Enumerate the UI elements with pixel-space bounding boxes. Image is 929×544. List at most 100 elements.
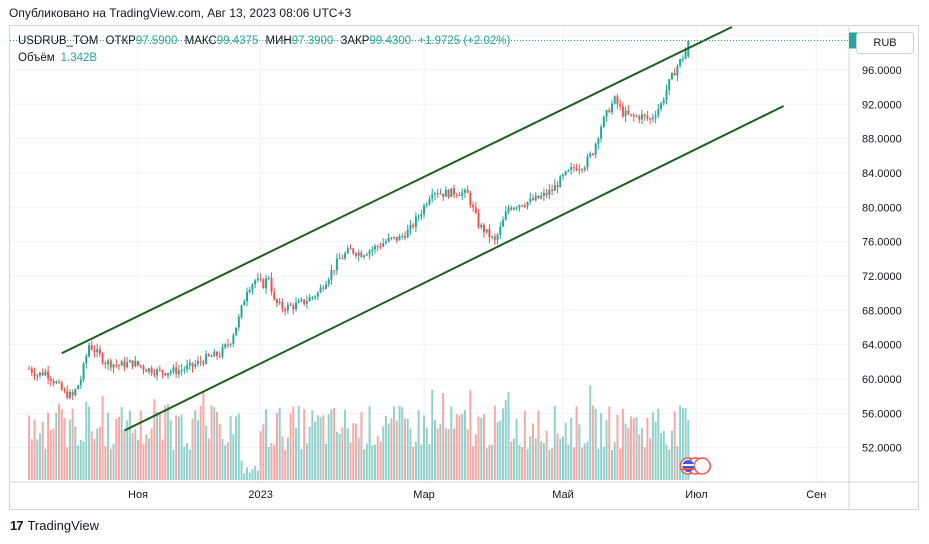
- volume-bar: [649, 438, 652, 480]
- volume-bar: [66, 447, 69, 480]
- volume-bar: [572, 447, 575, 480]
- volume-bar: [101, 396, 104, 480]
- volume-bar: [518, 445, 521, 480]
- volume-bar: [150, 428, 153, 480]
- volume-bar: [153, 399, 156, 480]
- candle-body: [458, 195, 461, 197]
- candle-body: [360, 252, 363, 258]
- volume-bar: [393, 406, 396, 480]
- candle-body: [243, 301, 246, 306]
- volume-bar: [668, 449, 671, 480]
- candle-body: [433, 193, 436, 195]
- candle-body: [491, 236, 494, 238]
- candle-body: [679, 59, 682, 66]
- volume-bar: [379, 441, 382, 480]
- candle-body: [608, 110, 611, 113]
- volume-bar: [295, 428, 298, 480]
- volume-bar: [368, 406, 371, 480]
- candle-body: [177, 370, 180, 374]
- volume-bar: [665, 444, 668, 480]
- x-tick-label: Сен: [806, 489, 826, 501]
- volume-bar: [491, 444, 494, 480]
- volume-bar: [41, 422, 44, 480]
- candle-body: [638, 116, 641, 120]
- candle-body: [205, 354, 208, 364]
- volume-bar: [109, 448, 112, 480]
- volume-bar: [654, 421, 657, 480]
- candle-body: [286, 304, 289, 311]
- currency-button[interactable]: RUB: [856, 32, 914, 54]
- volume-bar: [611, 449, 614, 480]
- candle-body: [409, 224, 412, 230]
- candle-body: [352, 248, 355, 254]
- volume-bar: [79, 439, 82, 480]
- volume-bar: [142, 443, 145, 480]
- event-flag-icon: [693, 457, 712, 475]
- candle-body: [338, 258, 341, 260]
- volume-bar: [439, 424, 442, 480]
- candle-body: [150, 368, 153, 374]
- volume-bar: [235, 416, 238, 480]
- volume-bar: [583, 443, 586, 480]
- legend-change-value: +1.9725 (+2.02%): [418, 35, 511, 47]
- candle-body: [237, 316, 240, 328]
- candle-body: [521, 205, 524, 207]
- volume-bar: [245, 467, 248, 480]
- candle-body: [218, 355, 221, 357]
- candle-body: [292, 305, 295, 310]
- volume-bar: [591, 405, 594, 480]
- candle-body: [463, 189, 466, 193]
- candle-body: [333, 270, 336, 272]
- candle-body: [324, 284, 327, 289]
- candle-body: [442, 193, 445, 197]
- candle-body: [643, 114, 646, 116]
- y-tick-label: 80.0000: [862, 202, 902, 214]
- candle-body: [559, 176, 562, 188]
- candle-body: [390, 237, 393, 239]
- legend-symbol[interactable]: USDRUB_TOM: [18, 35, 99, 47]
- candle-body: [646, 115, 649, 119]
- candle-body: [308, 297, 311, 302]
- volume-bar: [561, 436, 564, 480]
- candle-body: [583, 167, 586, 170]
- candle-body: [502, 219, 505, 227]
- candle-body: [79, 379, 82, 386]
- candle-body: [589, 153, 592, 157]
- volume-bar: [646, 417, 649, 480]
- volume-bar: [624, 423, 627, 480]
- volume-bar: [638, 434, 641, 480]
- volume-bar: [586, 441, 589, 480]
- candle-body: [134, 361, 137, 367]
- candle-body: [515, 207, 518, 209]
- candle-body: [120, 361, 123, 366]
- volume-bar: [673, 411, 676, 480]
- candle-body: [395, 236, 398, 241]
- candle-body: [68, 391, 71, 399]
- candle-body: [158, 369, 161, 371]
- candle-body: [597, 138, 600, 144]
- candle-body: [537, 195, 540, 199]
- volume-bar: [679, 405, 682, 480]
- volume-bar: [455, 414, 458, 480]
- candle-body: [488, 229, 491, 238]
- candle-body: [202, 361, 205, 364]
- volume-bar: [346, 428, 349, 480]
- candle-body: [275, 299, 278, 303]
- volume-bar: [324, 443, 327, 480]
- volume-bar: [96, 428, 99, 480]
- candle-body: [303, 299, 306, 304]
- candle-body: [349, 248, 352, 250]
- candle-body: [624, 110, 627, 117]
- candle-body: [403, 235, 406, 238]
- volume-bar: [643, 447, 646, 480]
- volume-bar: [166, 404, 169, 480]
- candle-body: [63, 389, 66, 392]
- volume-bar: [458, 415, 461, 480]
- candle-body: [128, 360, 131, 363]
- volume-bar: [330, 409, 333, 480]
- us-flag-stripe: [682, 468, 695, 470]
- volume-bar: [349, 442, 352, 480]
- candle-body: [570, 167, 573, 170]
- volume-bar: [463, 410, 466, 480]
